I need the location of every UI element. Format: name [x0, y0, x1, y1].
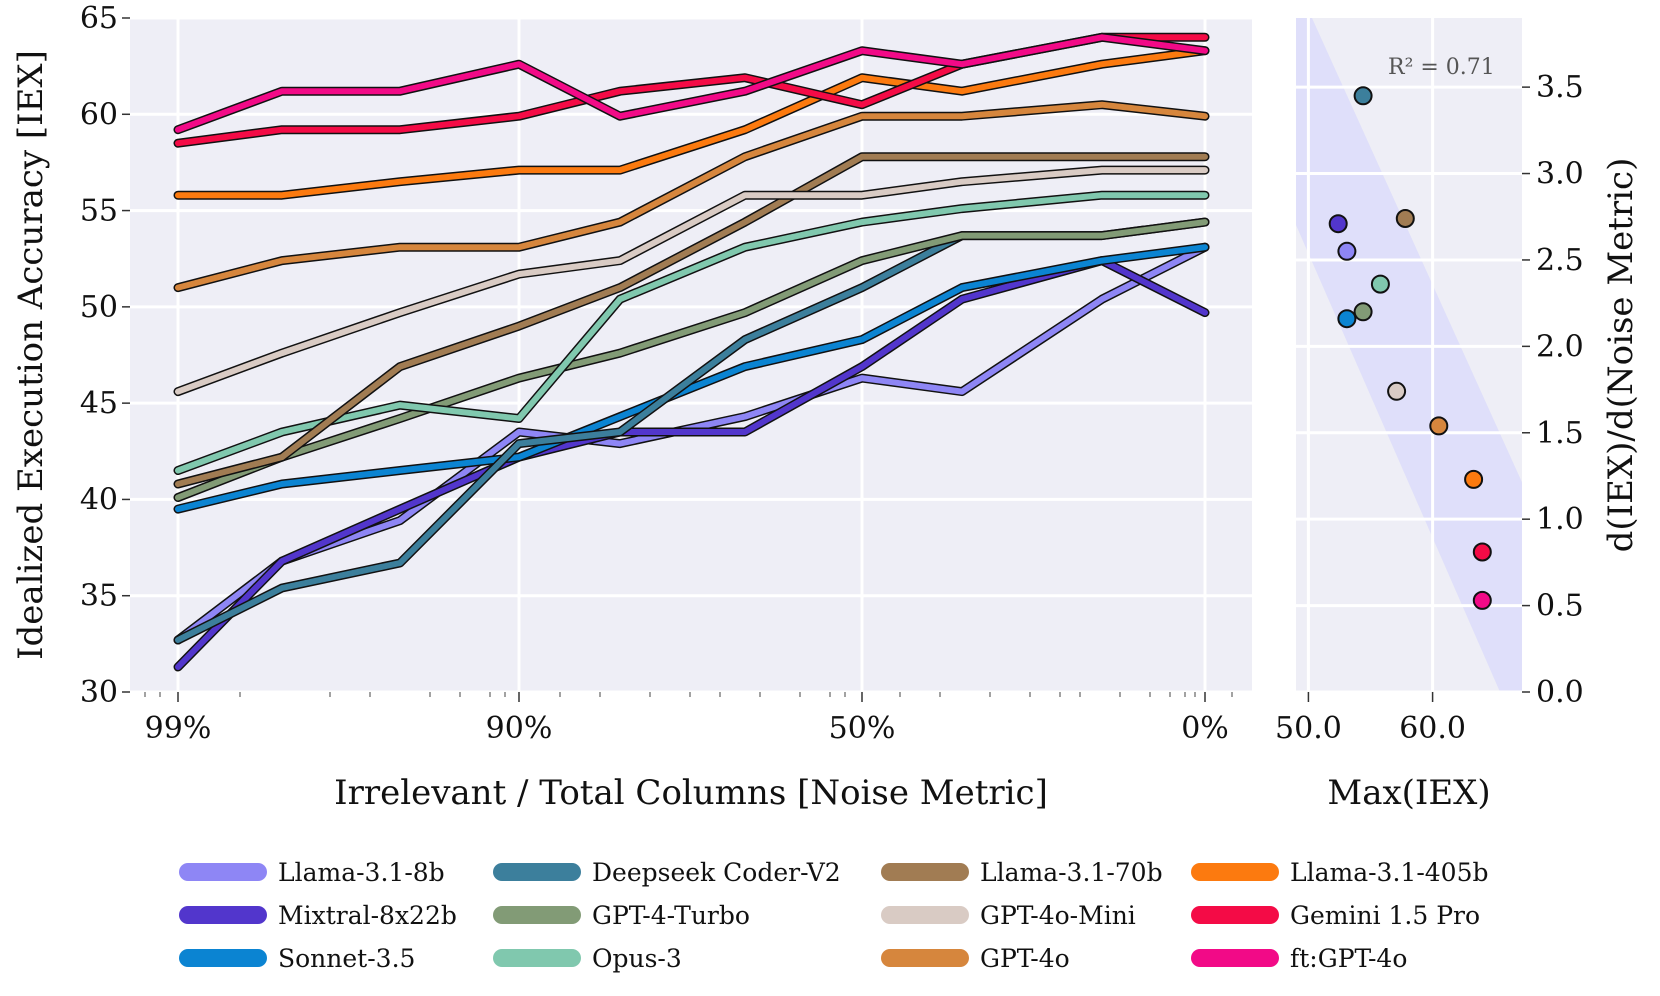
series-line-stroke: [175, 101, 1208, 291]
series-line: [173, 190, 1210, 475]
series-line-stroke: [175, 47, 1208, 199]
scatter-point: [1464, 469, 1484, 489]
series-line-stroke: [175, 34, 1208, 133]
scatter-point: [1328, 214, 1348, 234]
legend-label: GPT-4o: [980, 944, 1070, 973]
x-tick-label: 0%: [1181, 711, 1229, 746]
x-tick-label: 90%: [486, 711, 553, 746]
x-tick-label: 60.0: [1399, 711, 1466, 746]
series-line: [173, 46, 1210, 200]
legend-label: Llama-3.1-70b: [980, 858, 1163, 887]
legend-label: Deepseek Coder-V2: [592, 858, 841, 887]
r-squared-annotation: R² = 0.71: [1388, 55, 1495, 80]
x-axis-label: Irrelevant / Total Columns [Noise Metric…: [334, 773, 1048, 813]
scatter-point: [1429, 416, 1449, 436]
y-tick-label: 0.0: [1536, 675, 1584, 710]
y-tick-label: 55: [80, 194, 118, 229]
y-axis-label: d(IEX)/d(Noise Metric): [1601, 158, 1641, 553]
line-chart-panel: 30 35 40 45 50 55 60 65 99% 90% 50% 0% Irrelevant / …: [11, 1, 1252, 813]
legend-item: Deepseek Coder-V2: [493, 858, 841, 887]
legend-item: Llama-3.1-70b: [881, 858, 1163, 887]
scatter-point: [1337, 241, 1357, 261]
legend-item: Gemini 1.5 Pro: [1191, 901, 1480, 930]
legend-item: GPT-4-Turbo: [493, 901, 750, 930]
y-tick-label: 30: [80, 675, 118, 710]
legend-item: Llama-3.1-8b: [179, 858, 445, 887]
series-line-stroke: [175, 192, 1208, 474]
series-line-stroke: [175, 244, 1208, 513]
legend-item: GPT-4o-Mini: [881, 901, 1136, 930]
legend-item: Sonnet-3.5: [179, 944, 415, 973]
y-tick-label: 1.5: [1536, 416, 1584, 451]
legend-item: Llama-3.1-405b: [1191, 858, 1489, 887]
x-tick-label: 99%: [145, 711, 212, 746]
y-axis-label: Idealized Execution Accuracy [IEX]: [11, 50, 51, 660]
series-line: [173, 242, 1210, 514]
scatter-point: [1370, 274, 1390, 294]
scatter-point: [1387, 381, 1407, 401]
legend-item: GPT-4o: [881, 944, 1070, 973]
scatter-point: [1353, 302, 1373, 322]
x-tick-label: 50.0: [1275, 711, 1342, 746]
legend-label: Gemini 1.5 Pro: [1290, 901, 1480, 930]
y-tick-label: 3.0: [1536, 157, 1584, 192]
y-tick-label: 0.5: [1536, 589, 1584, 624]
series-line-stroke: [175, 153, 1208, 487]
y-tick-label: 2.0: [1536, 329, 1584, 364]
y-tick-label: 1.0: [1536, 502, 1584, 537]
plot-area: [130, 18, 1252, 692]
series-line: [173, 256, 1210, 672]
legend-label: Opus-3: [592, 944, 682, 973]
legend-item: Mixtral-8x22b: [179, 901, 457, 930]
legend-label: Sonnet-3.5: [278, 944, 415, 973]
y-tick-label: 60: [80, 97, 118, 132]
series-line-stroke: [175, 219, 1208, 501]
scatter-point: [1472, 590, 1492, 610]
series-line: [173, 165, 1210, 397]
series-line: [173, 152, 1210, 489]
y-tick-label: 50: [80, 290, 118, 325]
y-tick-label: 3.5: [1536, 70, 1584, 105]
y-tick-label: 2.5: [1536, 243, 1584, 278]
scatter-point: [1353, 86, 1373, 106]
legend-item: ft:GPT-4o: [1191, 944, 1407, 973]
scatter-point: [1472, 542, 1492, 562]
legend-label: ft:GPT-4o: [1290, 944, 1407, 973]
y-tick-label: 35: [80, 579, 118, 614]
x-tick-label: 50%: [829, 711, 896, 746]
series-line: [173, 32, 1210, 135]
scatter-point: [1395, 209, 1415, 228]
legend-label: GPT-4-Turbo: [592, 901, 750, 930]
legend: Llama-3.1-8b Mixtral-8x22b Sonnet-3.5 Deeps…: [179, 858, 1489, 973]
legend-label: Mixtral-8x22b: [278, 901, 457, 930]
legend-item: Opus-3: [493, 944, 682, 973]
series-line: [173, 217, 1210, 502]
scatter-point: [1337, 309, 1357, 329]
x-axis-label: Max(IEX): [1327, 773, 1490, 813]
series-line: [173, 100, 1210, 293]
scatter-chart-panel: 0.0 0.5 1.0 1.5 2.0 2.5 3.0 3.5 50.0 60.0 Max(IEX)…: [1275, 18, 1641, 813]
series-line-stroke: [175, 167, 1208, 395]
y-tick-label: 65: [80, 1, 118, 36]
y-tick-label: 45: [80, 386, 118, 421]
legend-label: Llama-3.1-8b: [278, 858, 445, 887]
legend-label: Llama-3.1-405b: [1290, 858, 1489, 887]
regression-band: [1296, 18, 1522, 692]
series-line-stroke: [175, 257, 1208, 670]
y-tick-label: 40: [80, 482, 118, 517]
legend-label: GPT-4o-Mini: [980, 901, 1136, 930]
